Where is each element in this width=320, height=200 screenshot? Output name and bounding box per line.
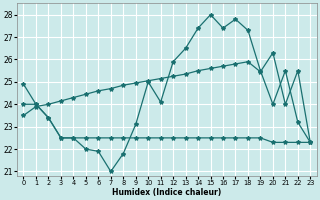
X-axis label: Humidex (Indice chaleur): Humidex (Indice chaleur) — [112, 188, 221, 197]
